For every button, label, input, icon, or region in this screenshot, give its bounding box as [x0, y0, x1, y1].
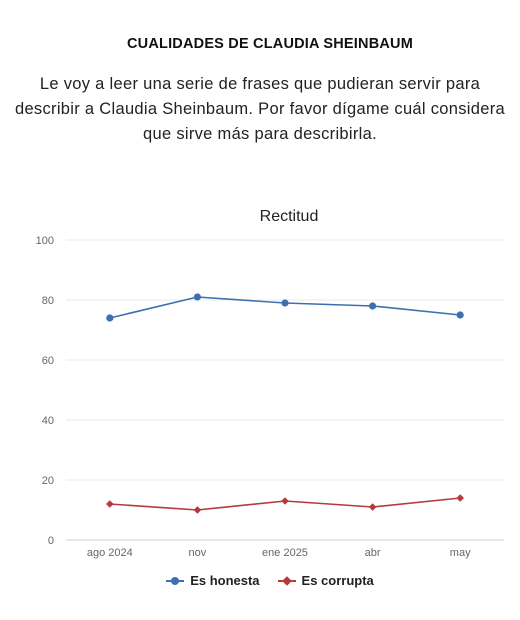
legend-symbol	[166, 575, 185, 587]
legend-label: Es honesta	[190, 573, 260, 588]
circle-marker-icon	[171, 576, 180, 585]
diamond-marker-icon	[281, 575, 292, 586]
y-tick-label: 60	[42, 355, 54, 367]
data-point	[369, 302, 377, 310]
question-line-2: describir a Claudia Sheinbaum. Por favor…	[14, 100, 506, 118]
y-tick-label: 100	[36, 235, 54, 247]
data-point	[193, 293, 201, 301]
question-line-1: Le voy a leer una serie de frases que pu…	[39, 75, 481, 93]
legend-item[interactable]: Es corrupta	[277, 573, 374, 588]
legend-item[interactable]: Es honesta	[166, 573, 260, 588]
chart-title: Rectitud	[260, 208, 319, 225]
question-text: Le voy a leer una serie de frases que pu…	[0, 72, 520, 147]
x-tick-label: abr	[365, 547, 381, 559]
legend-symbol	[277, 575, 296, 587]
x-tick-label: may	[450, 547, 471, 559]
data-point	[106, 500, 114, 508]
data-point	[281, 299, 289, 307]
x-tick-label: ago 2024	[87, 547, 133, 559]
data-point	[281, 497, 289, 505]
x-tick-label: nov	[189, 547, 207, 559]
y-tick-label: 80	[42, 295, 54, 307]
data-point	[456, 311, 464, 319]
data-point	[368, 503, 377, 511]
legend-label: Es corrupta	[301, 573, 374, 588]
data-point	[193, 506, 202, 514]
data-point	[106, 314, 114, 322]
y-tick-label: 40	[42, 415, 54, 427]
x-tick-label: ene 2025	[262, 547, 308, 559]
data-point	[456, 494, 464, 502]
y-tick-label: 20	[42, 475, 54, 487]
page-title: CUALIDADES DE CLAUDIA SHEINBAUM	[127, 36, 413, 52]
chart-legend: Es honesta Es corrupta	[0, 573, 520, 588]
question-line-3: que sirve más para describirla.	[143, 125, 377, 143]
y-tick-label: 0	[48, 535, 54, 547]
